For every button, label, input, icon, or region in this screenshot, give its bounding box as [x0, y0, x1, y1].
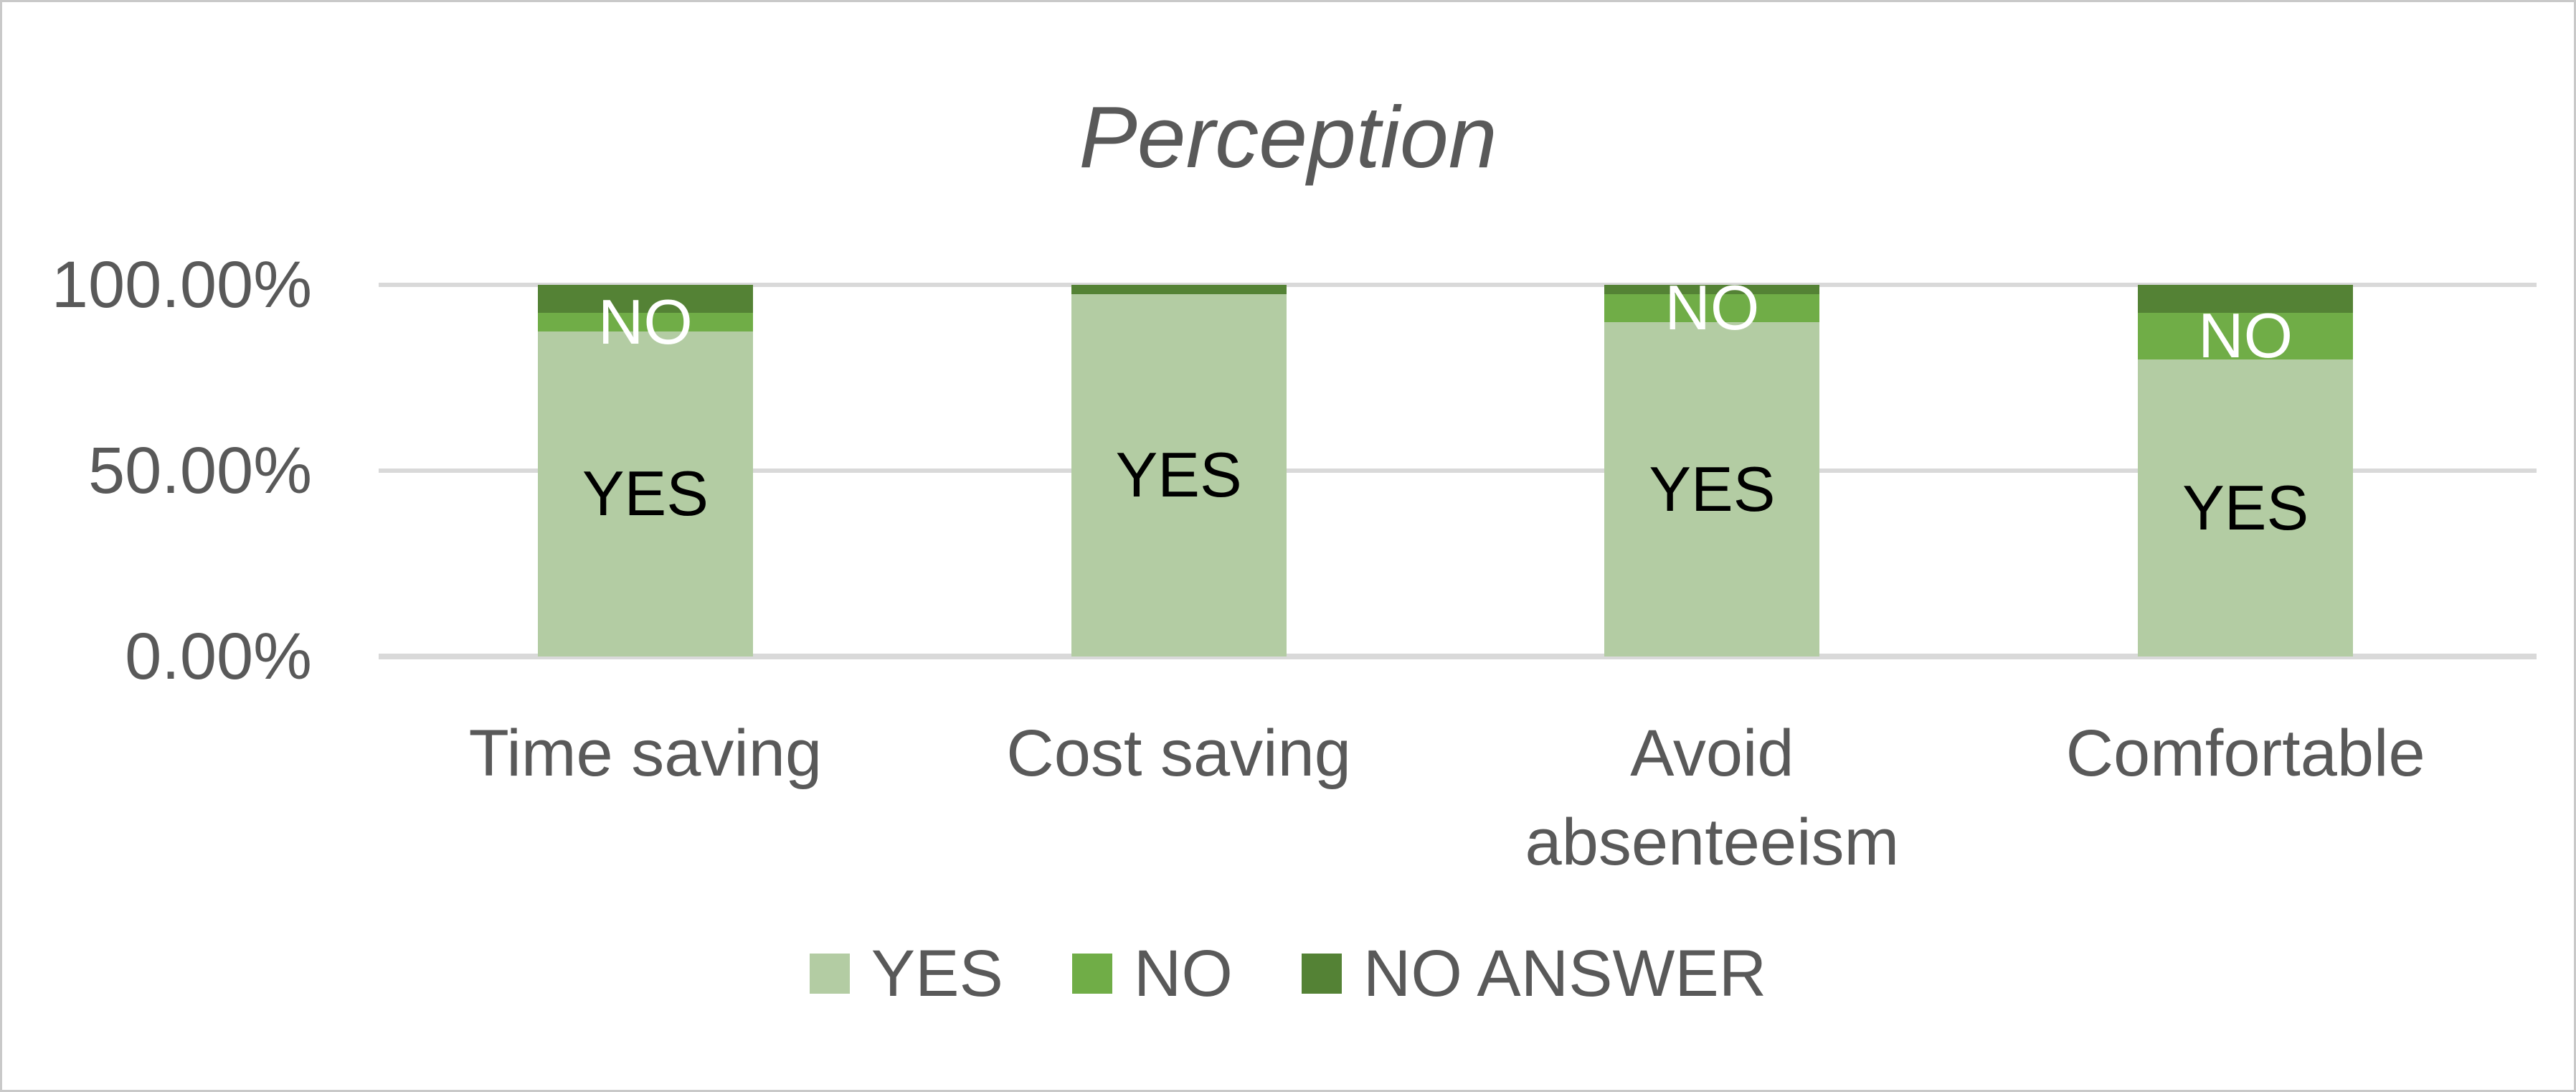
segment-no-answer	[1071, 285, 1287, 294]
category-label-avoid-absenteeism: Avoid absenteeism	[1446, 709, 1979, 887]
category-label-comfortable: Comfortable	[1979, 709, 2512, 798]
segment-no-answer	[1604, 285, 1820, 294]
bar-time-saving: YES NO	[537, 285, 753, 656]
data-label-yes: YES	[582, 458, 709, 529]
legend-label: YES	[871, 937, 1003, 1010]
category-label-cost-saving: Cost saving	[912, 709, 1446, 798]
data-label-no: NO	[597, 286, 693, 357]
legend-item-no-answer: NO ANSWER	[1301, 937, 1767, 1010]
legend-item-yes: YES	[809, 937, 1003, 1010]
data-label-yes: YES	[1115, 439, 1242, 511]
legend-label: NO ANSWER	[1363, 937, 1767, 1010]
bar-comfortable: YES NO	[2138, 285, 2354, 656]
segment-no	[537, 312, 753, 331]
segment-yes	[537, 331, 753, 656]
category-label-text: Avoid absenteeism	[1525, 717, 1900, 879]
y-tick-label: 100.00%	[51, 248, 312, 321]
segment-no-answer	[2138, 285, 2354, 313]
legend: YES NO NO ANSWER	[2, 941, 2574, 1007]
segment-yes	[1604, 321, 1820, 656]
data-label-yes: YES	[2182, 471, 2309, 543]
legend-swatch-icon	[809, 954, 850, 994]
y-tick-label: 0.00%	[125, 620, 312, 693]
legend-label: NO	[1133, 937, 1233, 1010]
segment-no	[1604, 293, 1820, 322]
gridline-100	[379, 283, 2537, 287]
bar-avoid-absenteeism: YES NO	[1604, 276, 1820, 656]
data-label-no: NO	[2198, 300, 2293, 372]
gridline-0	[379, 654, 2537, 659]
data-label-no: NO	[1665, 272, 1760, 344]
category-label-text: Cost saving	[1006, 717, 1351, 790]
bar-cost-saving: YES	[1071, 285, 1287, 656]
gridline-50	[379, 469, 2537, 473]
legend-swatch-icon	[1071, 954, 1112, 994]
segment-yes	[2138, 359, 2354, 656]
category-label-text: Comfortable	[2065, 717, 2425, 790]
y-tick-label: 50.00%	[87, 434, 312, 507]
category-label-time-saving: Time saving	[379, 709, 912, 798]
category-label-text: Time saving	[468, 717, 823, 790]
segment-no-answer	[537, 285, 753, 313]
segment-yes	[1071, 293, 1287, 656]
legend-swatch-icon	[1301, 954, 1342, 994]
data-label-yes: YES	[1649, 453, 1776, 524]
legend-item-no: NO	[1071, 937, 1233, 1010]
segment-no	[2138, 312, 2354, 359]
chart-title: Perception	[1079, 88, 1497, 186]
